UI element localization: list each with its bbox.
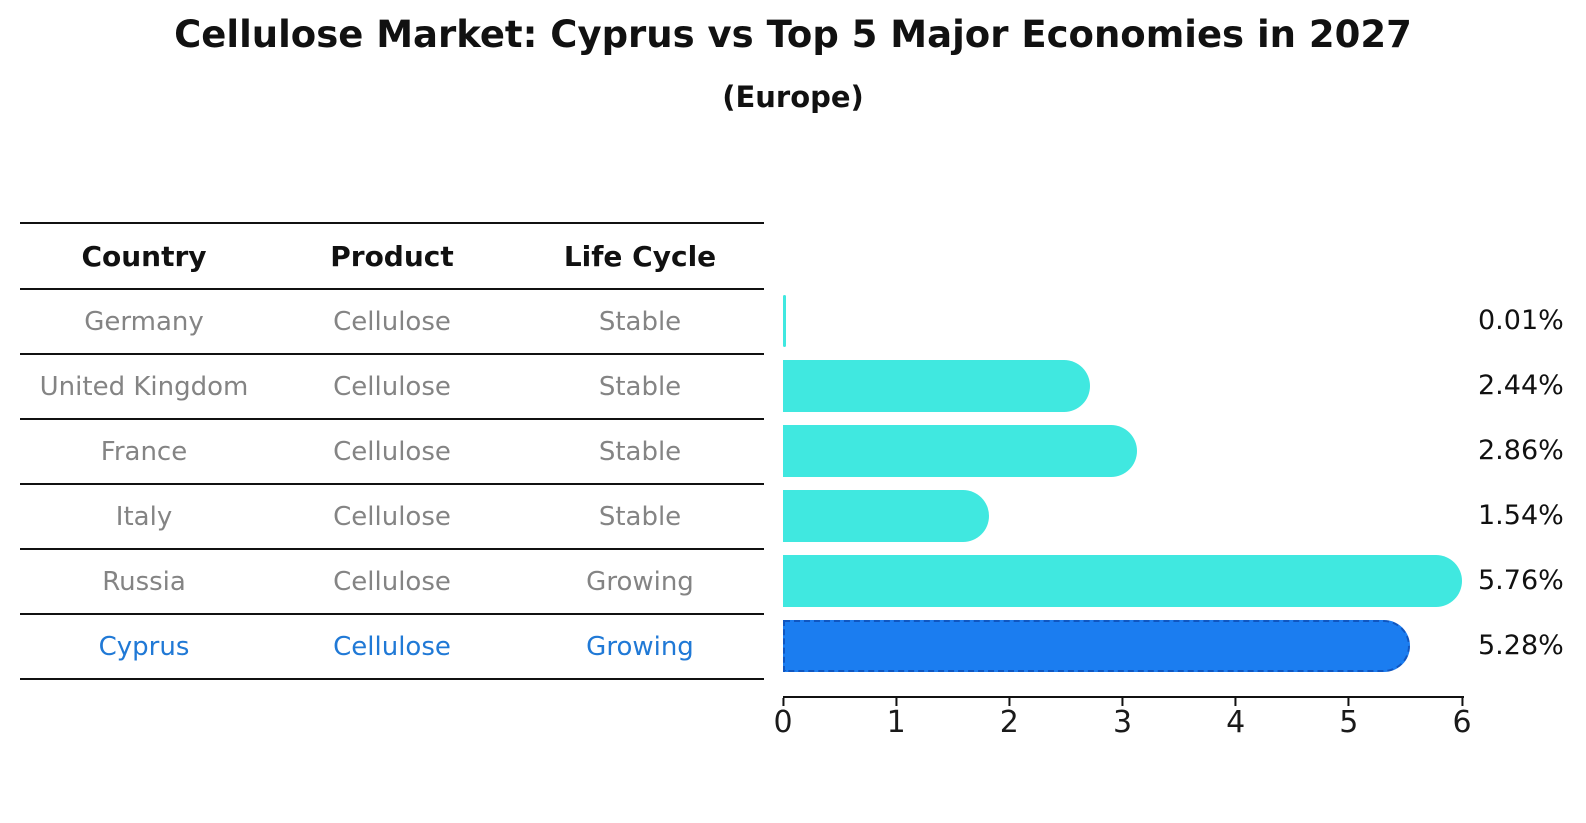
x-tick: 6: [1452, 698, 1472, 740]
x-tick: 0: [773, 698, 793, 740]
country-cell: United Kingdom: [39, 371, 249, 402]
tick-mark: [1234, 698, 1237, 706]
country-cell: Italy: [115, 501, 173, 532]
product-cell: Cellulose: [333, 566, 451, 597]
value-label-cyprus: 5.28%: [1478, 630, 1564, 661]
bar-row: [783, 483, 1462, 548]
bar-row: [783, 613, 1462, 678]
x-tick: 4: [1226, 698, 1245, 738]
value-label-france: 2.86%: [1478, 435, 1564, 466]
country-cell: France: [100, 436, 188, 467]
x-tick: 1: [887, 698, 906, 738]
bar-row: [783, 548, 1462, 613]
tick-label: 1: [886, 705, 906, 740]
table-row-united-kingdom: United Kingdom Cellulose Stable: [20, 355, 764, 420]
lifecycle-cell: Stable: [598, 436, 682, 467]
tick-mark: [782, 698, 784, 706]
tick-label: 5: [1339, 705, 1359, 740]
country-cell: Russia: [102, 566, 186, 597]
value-labels: 0.01% 2.44% 2.86% 1.54% 5.76% 5.28%: [1478, 288, 1586, 678]
value-label-united-kingdom: 2.44%: [1478, 370, 1564, 401]
column-header-product: Product: [330, 239, 454, 273]
bar-row: [783, 288, 1462, 353]
tick-mark: [1461, 698, 1463, 706]
product-cell: Cellulose: [333, 306, 451, 337]
bar-row: [783, 418, 1462, 483]
tick-mark: [1121, 698, 1124, 706]
x-axis: 0 1 2 3 4 5 6: [773, 698, 1472, 743]
x-axis-line: [783, 696, 1464, 698]
x-tick: 5: [1339, 698, 1358, 738]
column-header-country: Country: [81, 239, 207, 273]
country-table: Country Product Life Cycle Germany Cellu…: [20, 222, 764, 680]
bar-france: [783, 424, 1138, 477]
tick-label: 0: [773, 705, 793, 740]
country-cell: Germany: [84, 306, 204, 337]
value-label-italy: 1.54%: [1478, 500, 1564, 531]
table-row-france: France Cellulose Stable: [20, 420, 764, 485]
tick-mark: [1347, 698, 1350, 706]
table-header-row: Country Product Life Cycle: [20, 224, 764, 290]
tick-label: 4: [1226, 705, 1246, 740]
lifecycle-cell: Stable: [598, 371, 682, 402]
bar-united-kingdom: [783, 359, 1090, 412]
bar-russia: [783, 554, 1462, 607]
tick-label: 3: [1112, 705, 1133, 740]
tick-label: 2: [999, 705, 1019, 740]
chart-title: Cellulose Market: Cyprus vs Top 5 Major …: [174, 13, 1412, 56]
product-cell: Cellulose: [333, 436, 451, 467]
lifecycle-cell: Growing: [586, 566, 694, 597]
table-row-italy: Italy Cellulose Stable: [20, 485, 764, 550]
value-label-russia: 5.76%: [1478, 565, 1564, 596]
value-label-germany: 0.01%: [1478, 305, 1564, 336]
bar-germany: [783, 294, 786, 347]
product-cell: Cellulose: [333, 631, 451, 662]
table-row-russia: Russia Cellulose Growing: [20, 550, 764, 615]
product-cell: Cellulose: [333, 501, 451, 532]
tick-mark: [1008, 698, 1011, 706]
bar-plot: [783, 288, 1462, 678]
column-header-lifecycle: Life Cycle: [563, 239, 717, 273]
x-tick: 2: [1000, 698, 1019, 738]
bar-italy: [783, 489, 989, 542]
table-row-cyprus: Cyprus Cellulose Growing: [20, 615, 764, 680]
lifecycle-cell: Growing: [586, 631, 694, 662]
tick-label: 6: [1452, 705, 1472, 740]
product-cell: Cellulose: [333, 371, 451, 402]
lifecycle-cell: Stable: [598, 501, 682, 532]
tick-mark: [895, 698, 898, 706]
country-cell: Cyprus: [98, 631, 190, 662]
table-row-germany: Germany Cellulose Stable: [20, 290, 764, 355]
bar-cyprus-highlighted: [783, 619, 1410, 672]
chart-subtitle: (Europe): [722, 80, 864, 114]
bar-row: [783, 353, 1462, 418]
x-tick: 3: [1113, 698, 1132, 738]
lifecycle-cell: Stable: [598, 306, 682, 337]
